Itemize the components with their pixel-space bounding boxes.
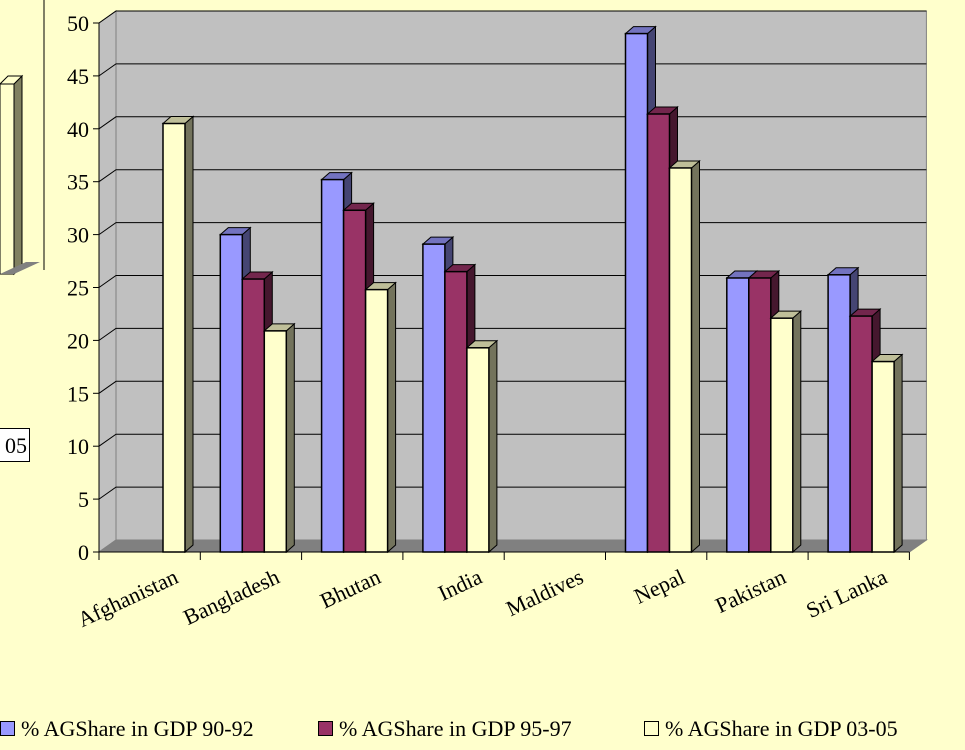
bar (668, 167, 693, 553)
bar (871, 360, 895, 553)
bar (646, 113, 671, 553)
bar-side (691, 159, 700, 554)
y-tick-label: 5 (78, 487, 89, 512)
y-tick-label: 40 (67, 117, 89, 142)
bar-chart: 0 5 10 15 20 25 30 35 40 45 50 AfghanistanBanglade… (67, 10, 928, 632)
y-tick-label: 35 (67, 170, 89, 195)
bar (444, 270, 468, 553)
y-tick-label: 20 (67, 328, 89, 353)
bar (219, 233, 244, 553)
legend-item: % AGShare in GDP 95-97 (318, 713, 572, 745)
y-tick-labels: 0 5 10 15 20 25 30 35 40 45 50 (67, 11, 89, 565)
y-tick-label: 30 (67, 223, 89, 248)
legend-label: % AGShare in GDP 90-92 (21, 716, 254, 741)
fragment-bar-top (0, 75, 24, 85)
bar-side (488, 339, 498, 554)
bar (422, 243, 446, 553)
gridline (98, 10, 927, 24)
x-tick-label: India (434, 564, 486, 606)
bar-side (184, 115, 194, 554)
legend-label: % AGShare in GDP 95-97 (339, 716, 572, 741)
bar (827, 274, 851, 553)
y-tick-label: 45 (67, 64, 89, 89)
bar (726, 277, 750, 553)
fragment-legend-box: 05 (0, 428, 30, 462)
y-tick-label: 10 (67, 434, 89, 459)
legend-item: % AGShare in GDP 03-05 (644, 713, 898, 745)
y-tick-label: 25 (67, 276, 89, 301)
bars (161, 25, 904, 554)
bar (162, 122, 186, 553)
adjacent-chart-fragment (0, 0, 45, 276)
x-tick-label: Bangladesh (179, 564, 283, 630)
legend-label: % AGShare in GDP 03-05 (665, 716, 898, 741)
y-tick-label: 0 (78, 540, 89, 565)
fragment-legend-text: 05 (5, 433, 27, 458)
y-tick-label: 50 (67, 11, 89, 36)
bar (849, 315, 873, 553)
x-tick-label: Pakistan (711, 564, 789, 618)
bar (770, 317, 794, 553)
bar (320, 178, 345, 553)
x-tick-label: Afghanistan (74, 564, 182, 632)
bar-side (387, 281, 397, 554)
x-tick-label: Maldives (502, 564, 587, 621)
legend-swatch (644, 721, 659, 737)
bar (624, 32, 649, 553)
legend-swatch (0, 721, 15, 737)
bar (342, 209, 367, 553)
bar-side (792, 310, 802, 554)
x-tick-label: Sri Lanka (802, 564, 891, 623)
y-tick-label: 15 (67, 381, 89, 406)
gridline (98, 63, 927, 77)
fragment-floor (0, 262, 40, 274)
bar (241, 278, 266, 553)
axes (93, 22, 910, 560)
bar-side (893, 353, 903, 554)
legend: % AGShare in GDP 90-92 % AGShare in GDP 9… (0, 713, 965, 745)
bar-side (285, 322, 295, 554)
legend-swatch (318, 721, 333, 737)
legend-item: % AGShare in GDP 90-92 (0, 713, 254, 745)
bar (748, 277, 772, 553)
bar (263, 330, 288, 553)
bar (364, 288, 389, 553)
x-tick-label: Nepal (630, 564, 688, 609)
x-tick-label: Bhutan (316, 564, 384, 614)
bar (466, 347, 490, 553)
